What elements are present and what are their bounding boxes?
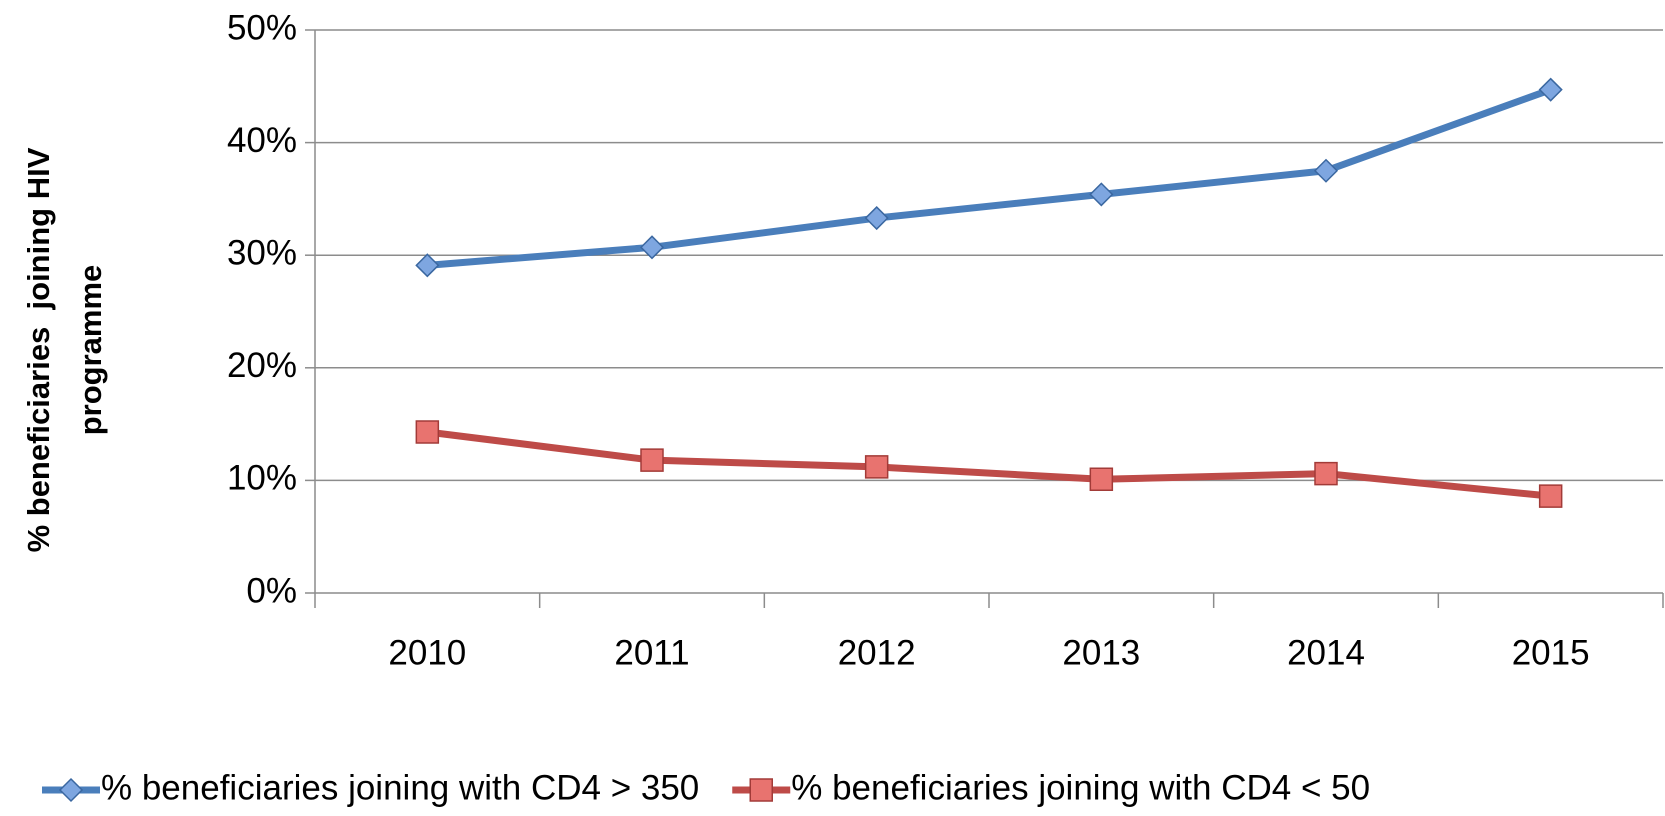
data-point <box>1313 158 1339 183</box>
legend-marker <box>58 777 84 803</box>
legend-label: % beneficiaries joining with CD4 < 50 <box>791 768 1370 807</box>
data-point <box>1538 77 1563 102</box>
y-tick-label: 20% <box>227 346 297 385</box>
x-tick-label: 2010 <box>388 633 466 672</box>
data-point <box>639 235 665 260</box>
legend-label: % beneficiaries joining with CD4 > 350 <box>101 768 699 807</box>
data-point <box>415 420 440 444</box>
legend-marker <box>749 778 773 802</box>
x-tick-label: 2011 <box>614 633 689 672</box>
data-point <box>1314 461 1338 486</box>
y-tick-label: 10% <box>227 459 297 498</box>
y-tick-label: 40% <box>227 121 297 160</box>
data-point <box>864 455 889 479</box>
x-tick-label: 2013 <box>1062 633 1140 672</box>
y-tick-label: 30% <box>227 233 297 272</box>
y-tick-label: 50% <box>227 8 297 47</box>
data-point <box>1089 467 1114 492</box>
x-tick-label: 2015 <box>1512 633 1590 672</box>
data-point <box>864 205 889 231</box>
data-point <box>1538 484 1563 508</box>
data-point <box>1089 182 1114 207</box>
data-point <box>640 448 664 472</box>
series-line <box>426 428 1552 500</box>
y-tick-label: 0% <box>246 571 297 610</box>
x-tick-label: 2012 <box>838 633 916 672</box>
x-tick-label: 2014 <box>1287 633 1365 672</box>
data-point <box>415 253 440 278</box>
series-line <box>427 86 1552 269</box>
